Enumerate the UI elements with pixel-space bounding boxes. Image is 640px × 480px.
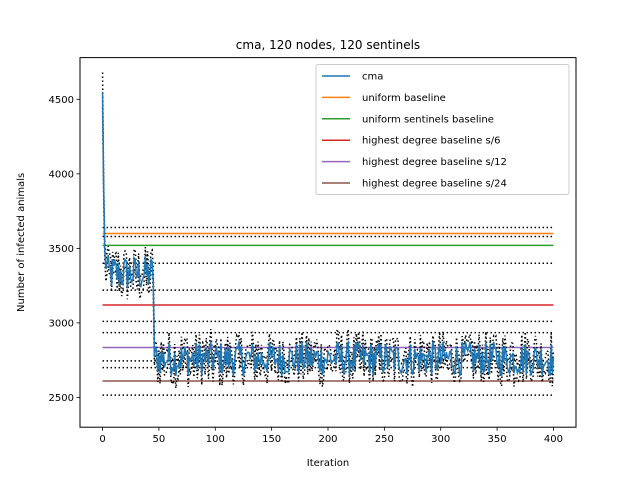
y-tick-label-4500: 4500	[49, 95, 74, 106]
x-tick-label-300: 300	[431, 434, 450, 445]
legend-label-1: uniform baseline	[362, 93, 446, 104]
legend-label-3: highest degree baseline s/6	[362, 136, 501, 147]
axis-ticks: 0 50 100 150 200 250 300 350 400 2500 3000 3500 4000…	[49, 95, 563, 445]
series-line-cma	[101, 91, 555, 377]
legend-label-5: highest degree baseline s/24	[362, 179, 507, 190]
y-tick-label-2500: 2500	[49, 393, 74, 404]
y-tick-label-3500: 3500	[49, 244, 74, 255]
x-axis-title: Iteration	[307, 458, 349, 469]
plot-area	[101, 72, 555, 396]
x-tick-label-0: 0	[99, 434, 105, 445]
x-tick-label-100: 100	[206, 434, 225, 445]
legend-label-2: uniform sentinels baseline	[362, 114, 494, 125]
cma-upper-envelope	[101, 72, 555, 371]
cma-lower-envelope	[101, 106, 555, 389]
y-axis-title: Number of infected animals	[16, 173, 27, 312]
x-tick-label-150: 150	[262, 434, 281, 445]
legend-label-0: cma	[362, 72, 383, 83]
x-tick-label-200: 200	[318, 434, 337, 445]
y-tick-label-3000: 3000	[49, 318, 74, 329]
x-tick-label-250: 250	[375, 434, 394, 445]
legend-label-4: highest degree baseline s/12	[362, 157, 507, 168]
x-tick-label-400: 400	[544, 434, 563, 445]
chart-title: cma, 120 nodes, 120 sentinels	[236, 38, 420, 52]
x-tick-label-50: 50	[153, 434, 166, 445]
x-tick-label-350: 350	[488, 434, 507, 445]
legend-box	[315, 64, 570, 195]
legend: cma uniform baseline uniform sentinels bas…	[315, 64, 570, 195]
y-tick-label-4000: 4000	[49, 169, 74, 180]
